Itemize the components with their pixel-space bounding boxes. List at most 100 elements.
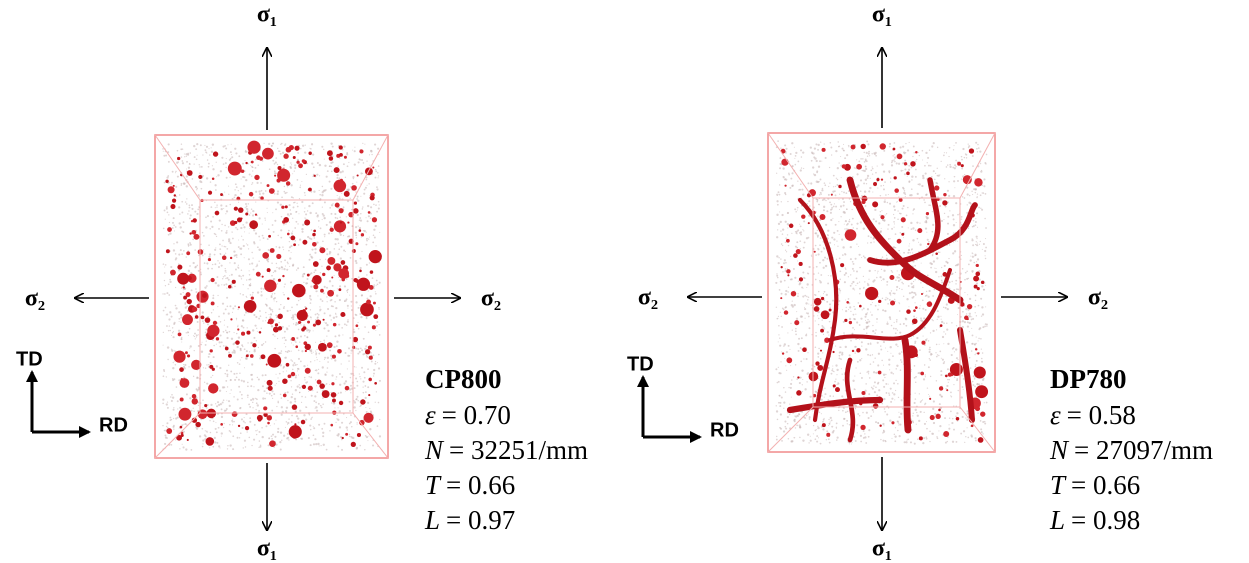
speck xyxy=(886,213,887,214)
speck xyxy=(790,153,792,155)
speck xyxy=(237,437,239,439)
speck xyxy=(946,385,948,387)
void xyxy=(179,367,184,372)
void xyxy=(880,143,886,149)
speck xyxy=(857,173,859,175)
speck xyxy=(852,218,854,220)
speck xyxy=(926,438,928,440)
speck xyxy=(922,442,924,444)
speck xyxy=(294,170,295,171)
speck xyxy=(952,441,954,443)
speck xyxy=(311,143,313,145)
speck xyxy=(782,167,784,169)
speck xyxy=(346,417,347,418)
speck xyxy=(873,361,875,363)
speck xyxy=(861,377,863,379)
speck xyxy=(317,443,319,445)
speck xyxy=(799,437,801,439)
speck xyxy=(848,298,850,300)
speck xyxy=(864,433,865,434)
speck xyxy=(282,337,283,338)
speck xyxy=(247,244,248,245)
speck xyxy=(378,307,379,308)
speck xyxy=(378,165,380,167)
speck xyxy=(876,322,877,323)
void xyxy=(361,233,364,236)
speck xyxy=(817,248,818,249)
speck xyxy=(780,281,782,283)
stress-label: σ₂ xyxy=(638,285,658,311)
speck xyxy=(326,287,328,289)
speck xyxy=(180,293,181,294)
speck xyxy=(204,145,205,146)
speck xyxy=(975,221,977,223)
speck xyxy=(845,272,847,274)
speck xyxy=(347,236,349,238)
speck xyxy=(880,349,882,351)
speck xyxy=(824,184,826,186)
speck xyxy=(807,283,809,285)
speck xyxy=(166,292,168,294)
speck xyxy=(927,387,928,388)
speck xyxy=(366,317,368,319)
speck xyxy=(905,325,907,327)
speck xyxy=(370,411,372,413)
speck xyxy=(379,282,381,284)
speck xyxy=(949,244,950,245)
void xyxy=(251,297,254,300)
void xyxy=(260,196,264,200)
speck xyxy=(972,238,973,239)
speck xyxy=(179,222,181,224)
speck xyxy=(322,207,323,208)
void xyxy=(269,440,276,447)
speck xyxy=(295,411,297,413)
speck xyxy=(776,194,778,196)
speck xyxy=(860,372,862,374)
speck xyxy=(201,166,203,168)
speck xyxy=(294,362,296,364)
speck xyxy=(372,277,374,279)
speck xyxy=(331,204,333,206)
speck xyxy=(790,178,792,180)
void xyxy=(247,141,260,154)
speck xyxy=(311,249,313,251)
speck xyxy=(313,166,315,168)
speck xyxy=(781,243,783,245)
void xyxy=(821,310,830,319)
speck xyxy=(984,218,986,220)
speck xyxy=(842,373,843,374)
speck xyxy=(956,379,958,381)
speck xyxy=(933,400,935,402)
speck xyxy=(838,410,839,411)
speck xyxy=(800,248,801,249)
speck xyxy=(875,155,877,157)
speck xyxy=(297,223,298,224)
speck xyxy=(172,426,174,428)
speck xyxy=(917,238,919,240)
void xyxy=(974,366,986,378)
speck xyxy=(320,198,321,199)
speck xyxy=(275,161,277,163)
speck xyxy=(790,323,791,324)
speck xyxy=(308,391,309,392)
speck xyxy=(817,144,819,146)
speck xyxy=(193,335,194,336)
speck xyxy=(883,365,884,366)
speck xyxy=(868,417,870,419)
speck xyxy=(359,401,360,402)
speck xyxy=(815,335,817,337)
speck xyxy=(173,407,174,408)
void xyxy=(177,265,182,270)
speck xyxy=(850,285,852,287)
speck xyxy=(311,318,312,319)
speck xyxy=(872,354,873,355)
speck xyxy=(205,332,207,334)
speck xyxy=(882,379,884,381)
speck xyxy=(892,355,894,357)
speck xyxy=(846,228,847,229)
speck xyxy=(203,235,205,237)
speck xyxy=(252,214,254,216)
speck xyxy=(295,376,297,378)
speck xyxy=(929,243,931,245)
speck xyxy=(309,349,311,351)
